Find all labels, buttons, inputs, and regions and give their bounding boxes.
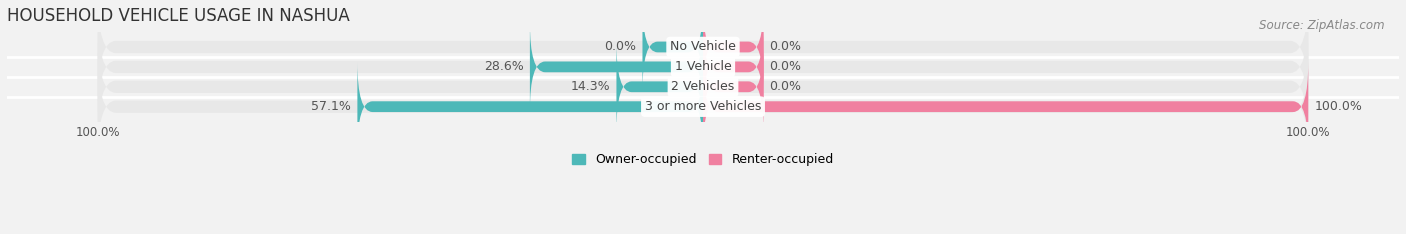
Text: 28.6%: 28.6% xyxy=(484,60,524,73)
Text: 100.0%: 100.0% xyxy=(1315,100,1362,113)
FancyBboxPatch shape xyxy=(703,42,763,131)
Text: 1 Vehicle: 1 Vehicle xyxy=(675,60,731,73)
Text: Source: ZipAtlas.com: Source: ZipAtlas.com xyxy=(1260,19,1385,32)
FancyBboxPatch shape xyxy=(98,33,1308,140)
Text: 3 or more Vehicles: 3 or more Vehicles xyxy=(645,100,761,113)
FancyBboxPatch shape xyxy=(98,0,1308,100)
Text: No Vehicle: No Vehicle xyxy=(671,40,735,54)
FancyBboxPatch shape xyxy=(703,22,763,111)
Text: 0.0%: 0.0% xyxy=(769,80,801,93)
FancyBboxPatch shape xyxy=(643,3,703,91)
FancyBboxPatch shape xyxy=(98,13,1308,121)
Text: 14.3%: 14.3% xyxy=(571,80,610,93)
FancyBboxPatch shape xyxy=(703,3,763,91)
FancyBboxPatch shape xyxy=(616,42,703,131)
Text: 0.0%: 0.0% xyxy=(605,40,637,54)
Text: 2 Vehicles: 2 Vehicles xyxy=(672,80,734,93)
Text: 57.1%: 57.1% xyxy=(312,100,352,113)
Text: 0.0%: 0.0% xyxy=(769,60,801,73)
FancyBboxPatch shape xyxy=(530,22,703,111)
FancyBboxPatch shape xyxy=(703,62,1308,151)
Text: HOUSEHOLD VEHICLE USAGE IN NASHUA: HOUSEHOLD VEHICLE USAGE IN NASHUA xyxy=(7,7,350,25)
FancyBboxPatch shape xyxy=(98,53,1308,160)
FancyBboxPatch shape xyxy=(357,62,703,151)
Text: 0.0%: 0.0% xyxy=(769,40,801,54)
Legend: Owner-occupied, Renter-occupied: Owner-occupied, Renter-occupied xyxy=(568,148,838,171)
